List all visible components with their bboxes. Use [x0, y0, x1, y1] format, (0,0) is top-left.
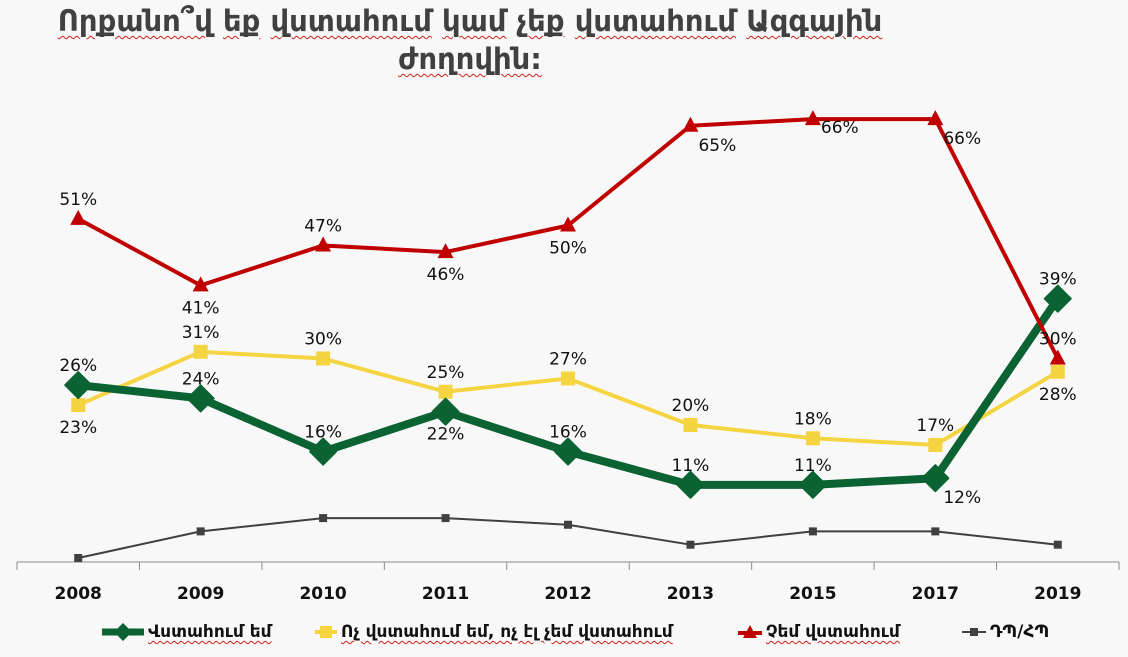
- data-point-dk: [808, 527, 817, 536]
- chart-title-word: Որքանո՞վ: [57, 4, 213, 38]
- data-point-dk: [74, 554, 83, 562]
- data-point-dk: [686, 540, 695, 549]
- data-label-neutral: 20%: [672, 396, 710, 416]
- chart-title-word: չեք: [516, 4, 565, 38]
- data-point-distrust: [192, 276, 209, 292]
- data-label-trust: 16%: [304, 423, 342, 443]
- data-point-dk: [1053, 540, 1062, 549]
- data-point-dk: [931, 527, 940, 536]
- data-point-trust: [921, 464, 950, 493]
- data-label-neutral: 25%: [427, 363, 465, 383]
- data-label-distrust: 46%: [427, 265, 465, 285]
- legend-item-trust[interactable]: Վստահում եմ: [102, 617, 272, 647]
- data-point-trust: [186, 384, 215, 413]
- data-point-dk: [441, 514, 450, 523]
- data-point-neutral: [316, 351, 331, 366]
- chart-title: Որքանո՞վ եք վստահում կամ չեք վստահում Ազ…: [0, 2, 940, 78]
- x-tick-label: 2013: [667, 584, 714, 604]
- data-label-distrust: 47%: [304, 216, 342, 236]
- data-label-neutral: 28%: [1039, 385, 1077, 405]
- legend-item-distrust[interactable]: Չեմ վստահում: [738, 617, 900, 647]
- data-point-distrust: [437, 243, 454, 259]
- data-label-distrust: 30%: [1039, 330, 1077, 350]
- x-tick-label: 2019: [1034, 584, 1081, 604]
- x-tick-label: 2017: [912, 584, 959, 604]
- data-label-distrust: 66%: [943, 129, 981, 149]
- chart-title-word: կամ: [441, 4, 507, 38]
- data-point-trust: [676, 470, 705, 499]
- data-point-distrust: [315, 236, 332, 252]
- legend-label: Չեմ վստահում: [766, 622, 900, 642]
- x-tick-label: 2008: [55, 584, 102, 604]
- legend-item-neutral[interactable]: Ոչ վստահում եմ, ոչ էլ չեմ վստահում: [315, 617, 673, 647]
- data-point-neutral: [71, 398, 86, 413]
- legend-item-dk[interactable]: ԴՊ/ՀՊ: [962, 617, 1049, 647]
- legend-label: Ոչ վստահում եմ, ոչ էլ չեմ վստահում: [341, 622, 673, 642]
- x-tick-label: 2011: [422, 584, 469, 604]
- data-point-neutral: [683, 418, 698, 432]
- data-point-neutral: [1050, 364, 1065, 379]
- data-label-trust: 39%: [1039, 270, 1077, 290]
- data-label-distrust: 65%: [698, 136, 736, 156]
- data-label-trust: 11%: [794, 456, 832, 476]
- data-point-trust: [309, 437, 338, 466]
- chart-title-word: վստահում: [574, 4, 737, 38]
- data-point-dk: [319, 514, 328, 523]
- data-label-trust: 11%: [672, 456, 710, 476]
- chart-title-word: եք: [222, 4, 261, 38]
- data-label-trust: 12%: [943, 488, 981, 508]
- data-point-distrust: [927, 110, 944, 126]
- data-point-trust: [431, 397, 460, 426]
- data-label-distrust: 51%: [59, 190, 97, 210]
- data-point-distrust: [682, 116, 699, 132]
- chart-title-word: վստահում: [270, 4, 432, 38]
- chart-title-line: ժողովին:: [0, 40, 940, 78]
- chart-title-word: ժողովին:: [398, 42, 542, 76]
- data-point-trust: [798, 470, 827, 499]
- data-label-trust: 16%: [549, 423, 587, 443]
- chart-title-line: Որքանո՞վ եք վստահում կամ չեք վստահում Ազ…: [0, 2, 940, 40]
- x-tick-label: 2009: [177, 584, 224, 604]
- legend-marker-diamond-icon: [102, 623, 144, 641]
- data-point-neutral: [193, 344, 208, 359]
- legend-marker-small-square-icon: [962, 628, 986, 636]
- x-tick-label: 2012: [544, 584, 591, 604]
- data-point-distrust: [70, 209, 87, 225]
- data-label-distrust: 41%: [182, 298, 220, 318]
- data-label-trust: 26%: [59, 356, 97, 376]
- legend-marker-square-icon: [315, 626, 337, 638]
- line-chart: 2008 2009 2010 2011 2012 2013 2015 2017 2019 26% 2…: [16, 110, 1120, 604]
- data-point-distrust: [804, 110, 821, 126]
- data-label-neutral: 27%: [549, 349, 587, 369]
- data-label-trust: 22%: [427, 425, 465, 445]
- data-label-distrust: 66%: [821, 118, 859, 138]
- data-label-neutral: 17%: [916, 416, 954, 436]
- data-label-distrust: 50%: [549, 239, 587, 259]
- data-label-trust: 24%: [182, 369, 220, 389]
- x-tick-label: 2010: [299, 584, 346, 604]
- legend-label: Վստահում եմ: [148, 622, 272, 642]
- data-point-dk: [564, 520, 572, 529]
- data-label-neutral: 30%: [304, 330, 342, 350]
- data-point-neutral: [805, 431, 820, 446]
- data-point-neutral: [928, 437, 943, 452]
- chart-title-word: Ազգային: [746, 4, 883, 38]
- data-label-neutral: 18%: [794, 409, 832, 429]
- data-point-trust: [554, 437, 582, 466]
- data-point-trust: [1043, 284, 1072, 313]
- legend-marker-triangle-icon: [738, 625, 762, 638]
- data-label-neutral: 31%: [182, 323, 220, 343]
- data-point-neutral: [438, 384, 453, 399]
- data-point-trust: [64, 371, 93, 400]
- data-label-neutral: 23%: [59, 418, 97, 438]
- data-point-neutral: [561, 371, 575, 386]
- legend-label: ԴՊ/ՀՊ: [990, 622, 1050, 642]
- data-point-dk: [196, 527, 205, 536]
- data-point-distrust: [560, 216, 576, 232]
- x-tick-label: 2015: [789, 584, 836, 604]
- data-point-distrust: [1049, 349, 1066, 365]
- chart-legend: Վստահում եմ Ոչ վստահում եմ, ոչ էլ չեմ վս…: [0, 617, 1128, 647]
